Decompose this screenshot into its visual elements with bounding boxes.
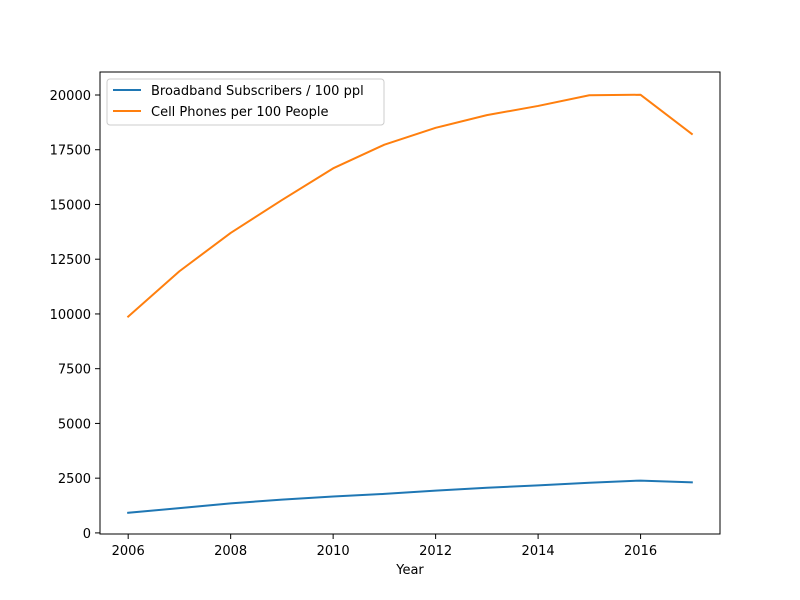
legend: Broadband Subscribers / 100 ppl Cell Pho… (106, 78, 385, 126)
y-tick-label: 10000 (50, 308, 91, 323)
x-tick-label: 2014 (522, 544, 555, 559)
series-line-cell-phones (126, 93, 694, 318)
legend-label-cell-phones: Cell Phones per 100 People (151, 105, 328, 120)
x-tick-label: 2006 (112, 544, 145, 559)
y-tick-label: 20000 (50, 89, 91, 104)
y-tick-label: 15000 (50, 198, 91, 213)
y-axis-ticks: 0 2500 5000 7500 10000 12500 15000 17500 20000 (50, 89, 100, 542)
y-tick-label: 0 (83, 527, 91, 542)
y-tick-label: 12500 (50, 253, 91, 268)
series-lines (126, 93, 694, 514)
plot-area-frame (99, 71, 721, 535)
series-line-broadband (127, 479, 693, 514)
x-axis-label: Year (395, 563, 424, 578)
y-tick-label: 5000 (58, 417, 91, 432)
x-axis-ticks: 2006 2008 2010 2012 2014 2016 (112, 534, 657, 559)
y-tick-label: 2500 (58, 472, 91, 487)
y-tick-label: 17500 (50, 144, 91, 159)
y-tick-label: 7500 (58, 363, 91, 378)
x-tick-label: 2010 (317, 544, 350, 559)
x-tick-label: 2008 (214, 544, 247, 559)
legend-box (106, 78, 385, 126)
x-tick-label: 2012 (419, 544, 452, 559)
x-tick-label: 2016 (624, 544, 657, 559)
legend-label-broadband: Broadband Subscribers / 100 ppl (151, 84, 364, 99)
